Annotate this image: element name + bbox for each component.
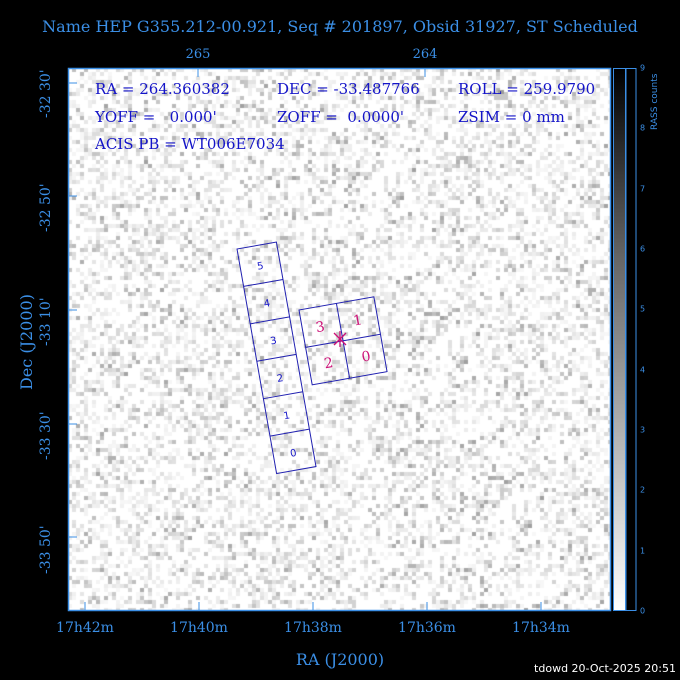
acis-s-array: 5 4 3 2 1 0 (236, 241, 317, 475)
x-top-tick: 265 (185, 47, 211, 62)
y-tick: -33 50' (38, 525, 54, 574)
plot-frame (67, 67, 612, 612)
ra-readout: RA = 264.360382 (95, 80, 230, 98)
ccd-s-label: 2 (276, 373, 284, 385)
ccd-i-label: 1 (352, 312, 364, 329)
colorbar-label: RASS counts (650, 73, 660, 130)
colorbar-tick: 1 (640, 546, 646, 556)
colorbar (613, 68, 625, 611)
colorbar-tick: 7 (640, 184, 646, 194)
y-tick: -33 10' (38, 297, 54, 346)
ccd-s-label: 5 (256, 261, 264, 273)
bottom-ticks (68, 68, 542, 611)
dec-readout: DEC = -33.487766 (277, 80, 420, 98)
colorbar-tick: 2 (640, 485, 646, 495)
x-tick: 17h36m (398, 620, 456, 636)
colorbar-tick: 9 (640, 63, 646, 73)
colorbar-tick: 6 (640, 244, 646, 254)
zsim-readout: ZSIM = 0 mm (458, 108, 565, 126)
ccd-s-label: 0 (289, 448, 297, 460)
roll-readout: ROLL = 259.9790 (458, 80, 596, 98)
footer-timestamp: tdowd 20-Oct-2025 20:51 (534, 662, 676, 675)
ccd-i-label: 3 (315, 319, 327, 336)
ccd-i-label: 2 (323, 355, 335, 372)
x-tick: 17h38m (284, 620, 342, 636)
colorbar-tick: 4 (640, 365, 646, 375)
colorbar-tick: 8 (640, 123, 646, 133)
aim-point-marker (333, 331, 347, 347)
yoff-readout: YOFF = 0.000' (95, 108, 217, 126)
colorbar-tick: 5 (640, 304, 646, 314)
colorbar-tick: 3 (640, 425, 646, 435)
x-tick: 17h40m (170, 620, 228, 636)
ccd-i-label: 0 (360, 348, 372, 365)
plot-title: Name HEP G355.212-00.921, Seq # 201897, … (42, 17, 638, 36)
zoff-readout: ZOFF = 0.0000' (277, 108, 405, 126)
y-tick: -32 30' (38, 69, 54, 118)
y-axis-label: Dec (J2000) (17, 294, 36, 390)
y-tick: -32 50' (38, 183, 54, 232)
x-tick: 17h42m (56, 620, 114, 636)
ccd-s-label: 4 (263, 298, 271, 310)
x-axis-label: RA (J2000) (295, 650, 385, 669)
ccd-s-label: 3 (270, 336, 278, 348)
colorbar-tick: 0 (640, 606, 646, 616)
acis-i-array: 3 1 2 0 (298, 296, 388, 386)
x-top-tick: 264 (412, 47, 438, 62)
y-tick: -33 30' (38, 411, 54, 460)
x-tick: 17h34m (512, 620, 570, 636)
acis-pb-readout: ACIS PB = WT006E7034 (95, 135, 285, 153)
ccd-s-label: 1 (283, 410, 291, 422)
